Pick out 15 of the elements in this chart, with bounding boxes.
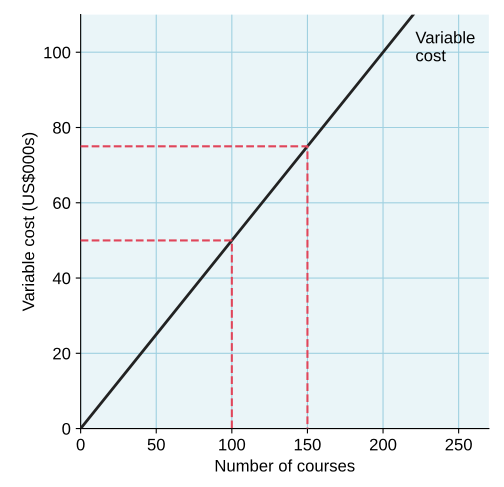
- x-axis-title: Number of courses: [216, 459, 355, 472]
- y-axis-title: Variable cost (US$000s): [22, 132, 38, 312]
- x-tick-label: 50: [148, 438, 165, 451]
- annotation: Variable cost: [415, 31, 475, 62]
- y-tick-label: 20: [53, 348, 70, 360]
- x-tick-label: 0: [76, 438, 85, 451]
- x-tick-label: 100: [219, 438, 246, 451]
- x-tick-label: 150: [294, 438, 321, 451]
- y-tick-label: 100: [44, 46, 70, 58]
- y-tick-label: 40: [52, 272, 70, 284]
- x-tick-label: 200: [370, 438, 396, 451]
- y-tick-label: 60: [53, 197, 70, 209]
- x-tick-label: 250: [446, 438, 472, 451]
- y-tick-label: 0: [62, 422, 70, 435]
- y-tick-label: 80: [53, 122, 70, 134]
